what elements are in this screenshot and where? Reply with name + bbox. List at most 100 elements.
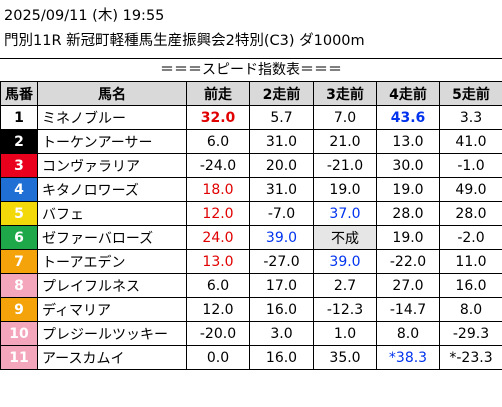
horse-name: トーケンアーサー [37,129,187,154]
horse-name: ミネノブルー [37,105,187,130]
horse-number: 4 [0,177,38,202]
speed-index-cell: 27.0 [376,273,440,298]
speed-index-cell: 1.0 [313,321,377,346]
race-title: 門別11R 新冠町軽種馬生産振興会2特別(C3) ダ1000m [4,33,365,49]
horse-name: ゼファーバローズ [37,225,187,250]
speed-index-cell: 2.7 [313,273,377,298]
horse-name: プレジールツッキー [37,321,187,346]
speed-index-cell: 13.0 [186,249,250,274]
speed-index-cell: *-23.3 [439,345,502,370]
speed-index-cell: 13.0 [376,129,440,154]
speed-index-cell: 6.0 [186,129,250,154]
speed-index-table: 馬番 馬名 前走 2走前 3走前 4走前 5走前 1 ミネノブルー 32.0 5.7 7… [0,81,502,370]
horse-name: コンヴァラリア [37,153,187,178]
speed-index-cell: *38.3 [376,345,440,370]
col-header-name: 馬名 [37,81,187,106]
horse-number: 8 [0,273,38,298]
horse-number: 5 [0,201,38,226]
table-row: 2 トーケンアーサー 6.0 31.0 21.0 13.0 41.0 [0,129,502,154]
horse-number: 11 [0,345,38,370]
speed-index-cell: 30.0 [376,153,440,178]
speed-index-cell: -12.3 [313,297,377,322]
speed-index-cell: -24.0 [186,153,250,178]
speed-index-cell: 8.0 [439,297,502,322]
table-row: 6 ゼファーバローズ 24.0 39.0 不成 19.0 -2.0 [0,225,502,250]
speed-index-cell: 3.3 [439,105,502,130]
speed-index-cell: 3.0 [249,321,314,346]
speed-index-cell: -20.0 [186,321,250,346]
speed-index-cell: 31.0 [249,129,314,154]
speed-index-cell: -14.7 [376,297,440,322]
table-banner: ＝＝＝スピード指数表＝＝＝ [0,58,502,81]
speed-index-cell: 28.0 [439,201,502,226]
speed-index-cell: -1.0 [439,153,502,178]
speed-index-cell: 31.0 [249,177,314,202]
speed-index-cell: 35.0 [313,345,377,370]
speed-index-cell: 43.6 [376,105,440,130]
speed-index-cell: 11.0 [439,249,502,274]
speed-index-cell: 28.0 [376,201,440,226]
speed-index-cell: 8.0 [376,321,440,346]
speed-index-cell: 39.0 [313,249,377,274]
horse-name: プレイフルネス [37,273,187,298]
speed-index-cell: 49.0 [439,177,502,202]
race-datetime: 2025/09/11 (木) 19:55 [4,8,165,24]
speed-index-cell: 19.0 [376,177,440,202]
col-header-2back: 2走前 [249,81,314,106]
speed-index-cell: 41.0 [439,129,502,154]
table-row: 5 バフェ 12.0 -7.0 37.0 28.0 28.0 [0,201,502,226]
table-row: 8 プレイフルネス 6.0 17.0 2.7 27.0 16.0 [0,273,502,298]
speed-index-cell: 19.0 [376,225,440,250]
table-row: 11 アースカムイ 0.0 16.0 35.0 *38.3 *-23.3 [0,345,502,370]
table-row: 7 トーアエデン 13.0 -27.0 39.0 -22.0 11.0 [0,249,502,274]
speed-index-cell: 不成 [313,225,377,250]
speed-index-cell: -27.0 [249,249,314,274]
speed-index-cell: 20.0 [249,153,314,178]
col-header-5back: 5走前 [439,81,502,106]
speed-index-cell: 7.0 [313,105,377,130]
horse-name: トーアエデン [37,249,187,274]
table-row: 9 ディマリア 12.0 16.0 -12.3 -14.7 8.0 [0,297,502,322]
table-row: 3 コンヴァラリア -24.0 20.0 -21.0 30.0 -1.0 [0,153,502,178]
speed-index-cell: 39.0 [249,225,314,250]
speed-index-cell: 12.0 [186,201,250,226]
col-header-4back: 4走前 [376,81,440,106]
horse-name: キタノロワーズ [37,177,187,202]
horse-number: 9 [0,297,38,322]
speed-index-cell: 12.0 [186,297,250,322]
speed-index-cell: 17.0 [249,273,314,298]
speed-index-cell: 5.7 [249,105,314,130]
horse-number: 6 [0,225,38,250]
col-header-3back: 3走前 [313,81,377,106]
speed-index-cell: 24.0 [186,225,250,250]
speed-index-cell: -29.3 [439,321,502,346]
horse-number: 3 [0,153,38,178]
speed-index-cell: 16.0 [439,273,502,298]
speed-index-cell: 37.0 [313,201,377,226]
horse-name: アースカムイ [37,345,187,370]
horse-number: 1 [0,105,38,130]
speed-index-cell: -2.0 [439,225,502,250]
horse-number: 7 [0,249,38,274]
horse-name: ディマリア [37,297,187,322]
speed-index-cell: 6.0 [186,273,250,298]
header-row: 馬番 馬名 前走 2走前 3走前 4走前 5走前 [0,81,502,106]
speed-index-cell: 0.0 [186,345,250,370]
table-row: 10 プレジールツッキー -20.0 3.0 1.0 8.0 -29.3 [0,321,502,346]
col-header-number: 馬番 [0,81,38,106]
horse-name: バフェ [37,201,187,226]
speed-index-cell: -7.0 [249,201,314,226]
table-row: 4 キタノロワーズ 18.0 31.0 19.0 19.0 49.0 [0,177,502,202]
speed-index-cell: 32.0 [186,105,250,130]
speed-index-cell: 16.0 [249,345,314,370]
speed-index-cell: -22.0 [376,249,440,274]
speed-index-cell: -21.0 [313,153,377,178]
table-row: 1 ミネノブルー 32.0 5.7 7.0 43.6 3.3 [0,105,502,130]
speed-index-cell: 18.0 [186,177,250,202]
speed-index-cell: 21.0 [313,129,377,154]
speed-index-cell: 16.0 [249,297,314,322]
speed-index-cell: 19.0 [313,177,377,202]
horse-number: 2 [0,129,38,154]
col-header-last: 前走 [186,81,250,106]
horse-number: 10 [0,321,38,346]
